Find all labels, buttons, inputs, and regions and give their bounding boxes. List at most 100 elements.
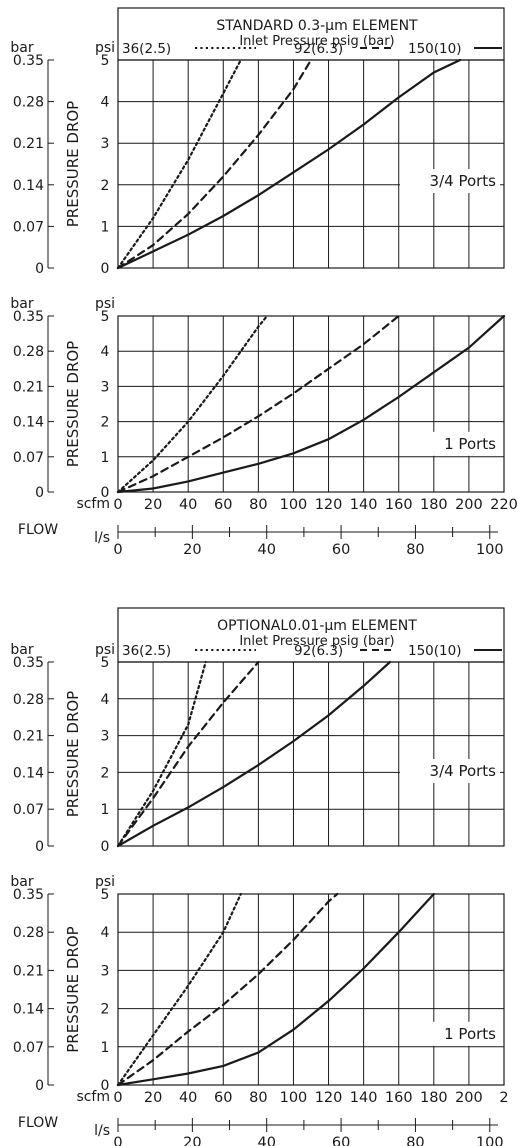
y-tick-label-bar: 0.21 [13, 136, 44, 152]
x-tick-label-scfm: 180 [420, 497, 448, 513]
y-unit-psi: psi [95, 40, 115, 56]
legend-label: 150(10) [408, 643, 461, 659]
x-tick-label-ls: 80 [406, 1135, 424, 1146]
port-annotation: 1 Ports [444, 1025, 496, 1043]
series-line-dotted [116, 58, 242, 270]
x-tick-label-scfm: 0 [113, 1090, 122, 1106]
y-tick-label-bar: 0.14 [13, 765, 44, 781]
legend-label: 36(2.5) [122, 41, 171, 57]
plot-frame [117, 59, 505, 269]
series-line-dashed [116, 892, 339, 1087]
x-tick-label-scfm: 80 [249, 497, 267, 513]
x-axis-title-flow: FLOW [18, 1115, 58, 1131]
y-tick-label-psi: 4 [101, 692, 110, 708]
y-tick-label-psi: 4 [101, 925, 110, 941]
chart-title: OPTIONAL0.01-µm ELEMENT [217, 618, 417, 634]
x-tick-label-scfm: 0 [113, 497, 122, 513]
x-axis-title-flow: FLOW [18, 522, 58, 538]
y-axis-title: PRESSURE DROP [64, 101, 82, 227]
y-tick-label-psi: 3 [101, 136, 110, 152]
y-tick-label-bar: 0.35 [13, 887, 44, 903]
series-line-dotted [116, 660, 207, 848]
x-tick-label-ls: 100 [476, 542, 504, 558]
series-line-dashed [116, 660, 260, 848]
series-line-solid [116, 892, 435, 1087]
y-unit-bar: bar [10, 40, 33, 56]
y-tick-label-bar: 0.07 [13, 219, 44, 235]
y-tick-label-bar: 0.21 [13, 963, 44, 979]
y-tick-label-bar: 0.35 [13, 53, 44, 69]
series-line-dotted [116, 314, 269, 494]
x-tick-label-scfm: 120 [315, 1090, 343, 1106]
y-axis-title: PRESSURE DROP [64, 926, 82, 1052]
chart-panel-standard-bottom [47, 314, 506, 539]
series-line-dashed [116, 314, 400, 494]
y-unit-bar: bar [10, 874, 33, 890]
series-line-solid [116, 58, 462, 270]
y-tick-label-psi: 0 [101, 1078, 110, 1094]
y-tick-label-psi: 0 [101, 485, 110, 501]
y-tick-label-bar: 0.28 [13, 344, 44, 360]
y-unit-psi: psi [95, 642, 115, 658]
y-tick-label-bar: 0.21 [13, 729, 44, 745]
y-axis-title: PRESSURE DROP [64, 341, 82, 467]
x-unit-ls: l/s [94, 530, 110, 546]
y-tick-label-psi: 3 [101, 963, 110, 979]
y-tick-label-psi: 3 [101, 729, 110, 745]
x-tick-label-scfm: 140 [350, 1090, 378, 1106]
y-unit-bar: bar [10, 296, 33, 312]
x-tick-label-scfm: 20 [144, 1090, 162, 1106]
y-axis-title: PRESSURE DROP [64, 691, 82, 817]
chart-title: STANDARD 0.3-µm ELEMENT [216, 18, 418, 34]
y-tick-label-psi: 5 [101, 53, 110, 69]
y-tick-label-psi: 5 [101, 655, 110, 671]
y-tick-label-bar: 0.35 [13, 655, 44, 671]
plot-frame [117, 893, 505, 1086]
y-tick-label-bar: 0.28 [13, 95, 44, 111]
x-tick-label-scfm: 40 [179, 497, 197, 513]
y-tick-label-psi: 1 [101, 219, 110, 235]
x-tick-label-scfm: 20 [144, 497, 162, 513]
y-tick-label-psi: 5 [101, 887, 110, 903]
x-tick-label-ls: 80 [406, 542, 424, 558]
x-tick-label-ls: 0 [113, 542, 122, 558]
y-unit-bar: bar [10, 642, 33, 658]
chart-subtitle: Inlet Pressure psig (bar) [239, 634, 394, 649]
y-tick-label-psi: 2 [101, 1002, 110, 1018]
x-tick-label-ls: 20 [183, 542, 201, 558]
x-tick-label-scfm: 140 [350, 497, 378, 513]
legend-label: 36(2.5) [122, 643, 171, 659]
y-tick-label-bar: 0.07 [13, 1040, 44, 1056]
x-tick-label-ls: 60 [332, 542, 350, 558]
chart-panel-standard-top [47, 7, 505, 270]
x-tick-label-scfm: 100 [280, 497, 308, 513]
chart-panel-optional-bottom [47, 892, 505, 1132]
x-tick-label-scfm: 200 [455, 497, 483, 513]
annotation-bg [400, 169, 500, 193]
y-tick-label-psi: 2 [101, 178, 110, 194]
x-tick-label-ls: 40 [257, 542, 275, 558]
x-tick-label-scfm: 160 [385, 1090, 413, 1106]
series-line-dashed [116, 58, 313, 270]
x-tick-label-scfm: 200 [455, 1090, 483, 1106]
y-tick-label-bar: 0.14 [13, 415, 44, 431]
x-tick-label-scfm: 2 [499, 1090, 508, 1106]
y-tick-label-psi: 4 [101, 344, 110, 360]
series-line-dotted [116, 892, 242, 1087]
y-tick-label-bar: 0 [35, 1078, 44, 1094]
x-unit-scfm: scfm [76, 496, 110, 512]
y-tick-label-bar: 0 [35, 261, 44, 277]
y-unit-psi: psi [95, 874, 115, 890]
y-tick-label-bar: 0.28 [13, 692, 44, 708]
y-tick-label-bar: 0.35 [13, 309, 44, 325]
x-tick-label-scfm: 40 [179, 1090, 197, 1106]
y-tick-label-bar: 0 [35, 485, 44, 501]
x-tick-label-scfm: 180 [420, 1090, 448, 1106]
plot-frame [117, 661, 505, 847]
x-tick-label-scfm: 60 [214, 497, 232, 513]
x-tick-label-ls: 100 [476, 1135, 504, 1146]
x-unit-ls: l/s [94, 1123, 110, 1139]
y-tick-label-bar: 0.14 [13, 178, 44, 194]
y-tick-label-bar: 0.21 [13, 379, 44, 395]
annotation-bg [400, 759, 500, 783]
